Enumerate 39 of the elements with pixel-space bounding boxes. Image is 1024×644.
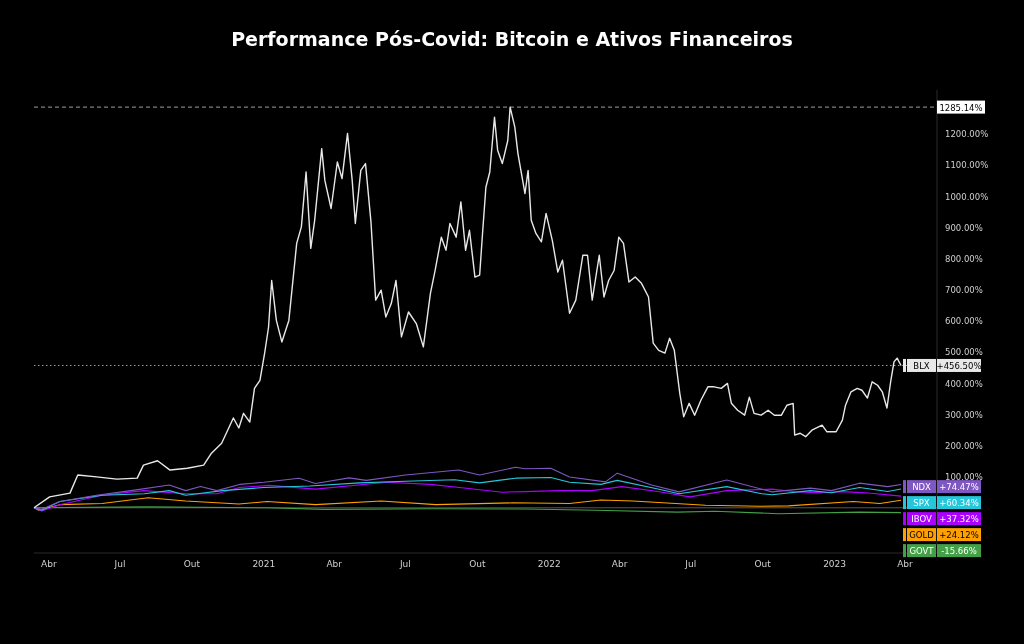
y-tick-label: 400.00% <box>945 378 983 389</box>
x-tick-label: Jul <box>113 559 126 569</box>
x-tick-label: 2021 <box>252 559 276 569</box>
y-tick-label: 800.00% <box>945 253 983 264</box>
x-tick-label: Jul <box>684 559 697 569</box>
text: +60.34% <box>939 498 979 509</box>
y-tick-label: 1000.00% <box>945 191 989 202</box>
x-tick-label: Jul <box>398 559 411 569</box>
text: +74.47% <box>939 482 979 493</box>
x-tick-label: Abr <box>897 559 914 569</box>
x-tick-label: Out <box>183 559 201 569</box>
text: -15.66% <box>941 546 977 557</box>
legend-label: IBOV <box>911 514 932 525</box>
y-tick-label: 700.00% <box>945 285 983 296</box>
legend-label: BLX <box>913 360 930 371</box>
legend-label: SPX <box>913 498 930 509</box>
y-tick-label: 300.00% <box>945 409 983 420</box>
legend-label: NDX <box>912 482 932 493</box>
x-tick-label: Abr <box>41 559 57 569</box>
legend-label: GOLD <box>909 530 935 541</box>
x-tick-label: Out <box>754 559 772 569</box>
chart-title: Performance Pós-Covid: Bitcoin e Ativos Financeiros <box>231 28 793 50</box>
ref-line-label: 1285.14% <box>939 102 983 113</box>
y-tick-label: 100.00% <box>945 472 983 483</box>
y-tick-label: 900.00% <box>945 222 983 233</box>
y-tick-label: 200.00% <box>945 440 983 451</box>
y-tick-label: 1100.00% <box>945 160 989 171</box>
x-tick-label: Out <box>469 559 486 569</box>
text: +37.32% <box>939 514 979 525</box>
x-tick-label: Abr <box>611 559 628 569</box>
x-tick-label: Abr <box>326 559 343 569</box>
y-tick-label: 600.00% <box>945 316 983 327</box>
text: +24.12% <box>939 530 979 541</box>
legend-label: GOVT <box>909 546 935 557</box>
x-tick-label: 2023 <box>823 559 847 569</box>
y-tick-label: 1200.00% <box>945 129 989 140</box>
x-tick-label: 2022 <box>537 559 561 569</box>
annotation: +456.50% <box>936 360 982 371</box>
y-tick-label: 500.00% <box>945 347 983 358</box>
